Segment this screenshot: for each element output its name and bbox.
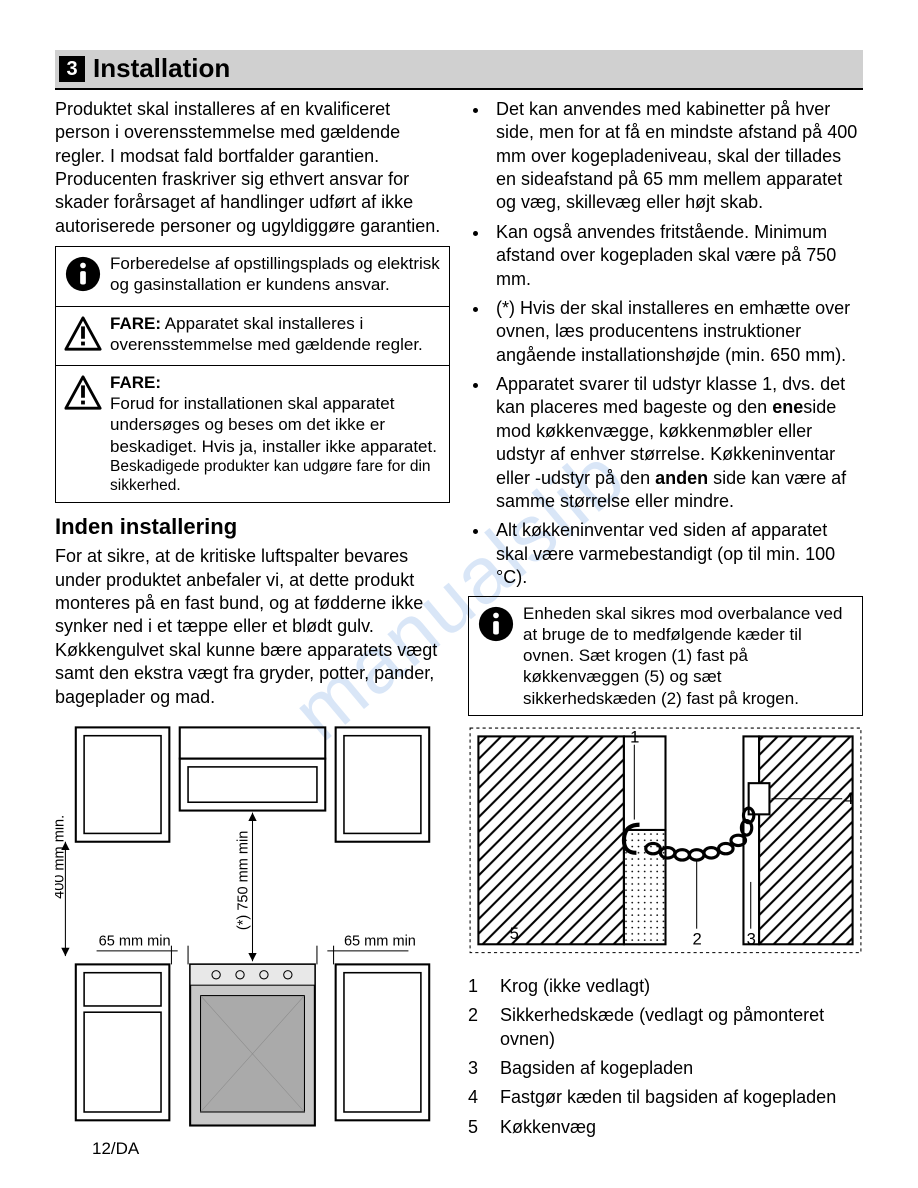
danger1-body: FARE: Apparatet skal installeres i overe…	[110, 313, 441, 356]
info-callout-2: Enheden skal sikres mod overbalance ved …	[469, 597, 862, 715]
label-65-left: 65 mm min	[99, 934, 171, 950]
svg-text:4: 4	[844, 789, 853, 808]
label-400: 400 mm min.	[55, 815, 67, 899]
bullet-list: Det kan anvendes med kabinetter på hver …	[468, 98, 863, 590]
chain-diagram: 1 2 3 4 5	[468, 726, 863, 955]
label-750: (*) 750 mm min	[235, 831, 251, 930]
bullet-item: Kan også anvendes fritstående. Minimum a…	[490, 221, 863, 291]
legend-row: 2 Sikkerhedskæde (vedlagt og påmonteret …	[468, 1004, 863, 1051]
right-column: Det kan anvendes med kabinetter på hver …	[468, 98, 863, 1145]
label-65-right: 65 mm min	[344, 934, 416, 950]
info-callout: Forberedelse af opstillingsplads og elek…	[56, 247, 449, 305]
info-icon	[64, 255, 102, 299]
section-title: Installation	[93, 52, 230, 86]
kitchen-diagram: 400 mm min. 65 mm min 65 mm min (*) 750 …	[55, 717, 450, 1133]
left-column: Produktet skal installeres af en kvalifi…	[55, 98, 450, 1145]
intro-paragraph: Produktet skal installeres af en kvalifi…	[55, 98, 450, 238]
svg-text:2: 2	[693, 929, 702, 948]
danger2-body: FARE: Forud for installationen skal appa…	[110, 372, 441, 496]
warning-icon	[64, 374, 102, 418]
bullet-item: Apparatet svarer til udstyr klasse 1, dv…	[490, 373, 863, 513]
callout-group-left: Forberedelse af opstillingsplads og elek…	[55, 246, 450, 503]
subheading: Inden installering	[55, 513, 450, 542]
legend-row: 4 Fastgør kæden til bagsiden af kogeplad…	[468, 1086, 863, 1109]
bullet-item: Alt køkkeninventar ved siden af apparate…	[490, 519, 863, 589]
danger-callout-1: FARE: Apparatet skal installeres i overe…	[56, 306, 449, 365]
legend-row: 3 Bagsiden af kogepladen	[468, 1057, 863, 1080]
callout-group-right: Enheden skal sikres mod overbalance ved …	[468, 596, 863, 716]
bullet-item: Det kan anvendes med kabinetter på hver …	[490, 98, 863, 215]
svg-text:3: 3	[747, 929, 756, 948]
danger2-title: FARE:	[110, 373, 161, 392]
danger-callout-2: FARE: Forud for installationen skal appa…	[56, 365, 449, 502]
bullet-item: (*) Hvis der skal installeres en emhætte…	[490, 297, 863, 367]
section-header: 3 Installation	[55, 50, 863, 90]
svg-text:1: 1	[630, 727, 639, 746]
warning-icon	[64, 315, 102, 359]
info2-text: Enheden skal sikres mod overbalance ved …	[523, 603, 854, 709]
danger2-text: Forud for installationen skal apparatet …	[110, 393, 441, 457]
section-number: 3	[59, 56, 85, 82]
danger1-title: FARE:	[110, 314, 161, 333]
danger2-small: Beskadigede produkter kan udgøre fare fo…	[110, 457, 441, 496]
info-icon	[477, 605, 515, 649]
legend: 1 Krog (ikke vedlagt) 2 Sikkerhedskæde (…	[468, 975, 863, 1139]
svg-text:5: 5	[510, 924, 519, 943]
legend-row: 5 Køkkenvæg	[468, 1116, 863, 1139]
info-text: Forberedelse af opstillingsplads og elek…	[110, 253, 441, 296]
para2: For at sikre, at de kritiske luftspalter…	[55, 545, 450, 709]
legend-row: 1 Krog (ikke vedlagt)	[468, 975, 863, 998]
